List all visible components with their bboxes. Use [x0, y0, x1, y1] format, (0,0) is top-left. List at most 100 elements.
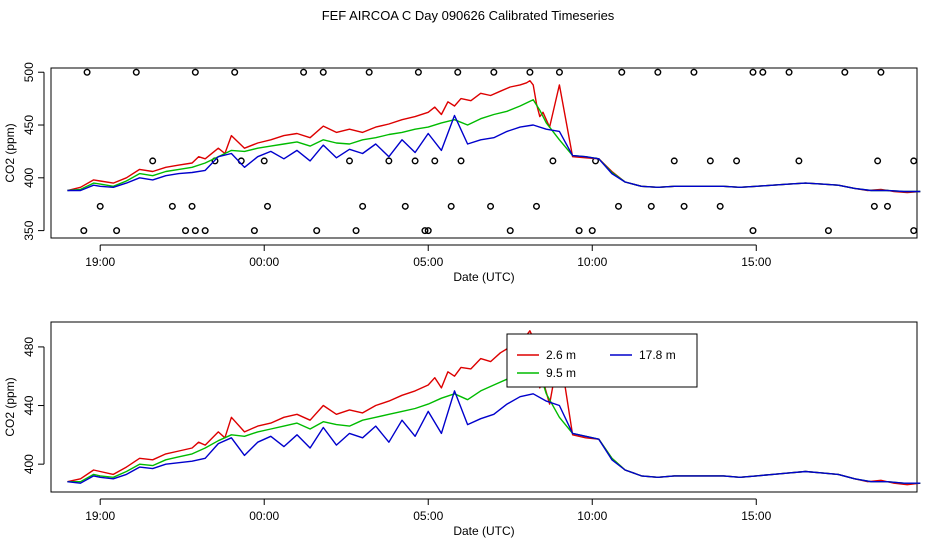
top-panel-flag-point — [841, 68, 849, 76]
top-panel-flag-point — [264, 202, 272, 210]
top-panel-flag-point — [680, 202, 688, 210]
top-panel-flag-point — [191, 227, 199, 235]
top-panel-y-tick-label: 450 — [22, 115, 36, 135]
bottom-panel-series-2-6m-line — [67, 330, 921, 486]
bottom-panel-y-axis-label: CO2 (ppm) — [3, 377, 17, 436]
top-panel-flag-point — [716, 202, 724, 210]
bottom-panel-x-tick-label: 19:00 — [85, 509, 115, 523]
top-panel-flag-point — [260, 157, 268, 165]
top-panel-flag-point — [352, 227, 360, 235]
top-panel-flag-point — [487, 202, 495, 210]
top-panel-y-tick-label: 400 — [22, 167, 36, 187]
top-panel-flag-point — [506, 227, 514, 235]
top-panel-flag-point — [168, 202, 176, 210]
top-panel-flag-point — [749, 227, 757, 235]
top-panel-flag-point — [411, 157, 419, 165]
top-panel-flag-point — [447, 202, 455, 210]
top-panel-flag-point — [421, 227, 429, 235]
top-panel-flag-point — [83, 68, 91, 76]
top-panel-flag-point — [454, 68, 462, 76]
top-panel-flag-point — [431, 157, 439, 165]
top-panel-flag-point — [532, 202, 540, 210]
top-panel-series-17-8m-line — [67, 114, 921, 193]
bottom-panel-x-tick-label: 05:00 — [413, 509, 443, 523]
top-panel-flag-point — [588, 227, 596, 235]
bottom-panel-y-tick-label: 440 — [22, 395, 36, 415]
top-panel-x-tick-label: 00:00 — [249, 255, 279, 269]
top-panel-flag-point — [733, 157, 741, 165]
top-panel-flag-point — [457, 157, 465, 165]
legend-label-17-8m: 17.8 m — [639, 348, 676, 362]
top-panel-flag-point — [654, 68, 662, 76]
top-panel-flag-point — [80, 227, 88, 235]
top-panel-flag-point — [201, 227, 209, 235]
top-panel-flag-point — [231, 68, 239, 76]
top-panel-y-tick-label: 500 — [22, 62, 36, 82]
top-panel-flag-point — [670, 157, 678, 165]
top-panel-flag-point — [618, 68, 626, 76]
top-panel-x-tick-label: 19:00 — [85, 255, 115, 269]
top-panel-flag-point — [359, 202, 367, 210]
top-panel-flag-point — [149, 157, 157, 165]
legend-label-9-5m: 9.5 m — [546, 366, 576, 380]
bottom-panel-x-tick-label: 00:00 — [249, 509, 279, 523]
top-panel-flag-point — [575, 227, 583, 235]
top-panel-flag-point — [490, 68, 498, 76]
top-panel-flag-point — [346, 157, 354, 165]
top-panel-flag-point — [414, 68, 422, 76]
top-panel-flag-point — [526, 68, 534, 76]
top-panel-flag-point — [365, 68, 373, 76]
top-panel-flag-point — [870, 202, 878, 210]
top-panel-flag-point — [910, 157, 918, 165]
top-panel-flag-point — [96, 202, 104, 210]
top-panel-flag-point — [795, 157, 803, 165]
top-panel-flag-point — [824, 227, 832, 235]
bottom-panel-x-tick-label: 10:00 — [577, 509, 607, 523]
bottom-panel-series-17-8m-line — [67, 390, 921, 484]
top-panel-flag-point — [883, 202, 891, 210]
top-panel-flag-point — [910, 227, 918, 235]
top-panel-x-axis-label: Date (UTC) — [453, 270, 514, 284]
legend-label-2-6m: 2.6 m — [546, 348, 576, 362]
top-panel-flag-point — [385, 157, 393, 165]
bottom-panel-y-tick-label: 400 — [22, 454, 36, 474]
legend-box — [506, 333, 698, 388]
top-panel-flag-point — [250, 227, 258, 235]
top-panel-y-tick-label: 350 — [22, 220, 36, 240]
top-panel-flag-point — [313, 227, 321, 235]
bottom-panel-x-tick-label: 15:00 — [741, 509, 771, 523]
top-panel-series-9-5m-line — [67, 98, 921, 193]
bottom-panel-x-axis-label: Date (UTC) — [453, 524, 514, 538]
top-panel-x-tick-label: 15:00 — [741, 255, 771, 269]
top-panel-flag-point — [319, 68, 327, 76]
top-panel-flag-point — [749, 68, 757, 76]
top-panel-flag-point — [300, 68, 308, 76]
top-panel-flag-point — [759, 68, 767, 76]
top-panel-flag-point — [690, 68, 698, 76]
bottom-panel-frame — [50, 321, 918, 493]
top-panel-flag-point — [401, 202, 409, 210]
top-panel-flag-point — [188, 202, 196, 210]
top-panel-flag-point — [549, 157, 557, 165]
figure-title: FEF AIRCOA C Day 090626 Calibrated Times… — [321, 8, 615, 23]
top-panel-flag-point — [706, 157, 714, 165]
top-panel-flag-point — [555, 68, 563, 76]
top-panel-flag-point — [874, 157, 882, 165]
top-panel-flag-point — [132, 68, 140, 76]
top-panel-flag-point — [181, 227, 189, 235]
top-panel-flag-point — [785, 68, 793, 76]
top-panel-flag-point — [424, 227, 432, 235]
bottom-panel-series-9-5m-line — [67, 357, 921, 484]
top-panel-y-axis-label: CO2 (ppm) — [3, 123, 17, 182]
top-panel-flag-point — [877, 68, 885, 76]
top-panel-x-tick-label: 05:00 — [413, 255, 443, 269]
top-panel-frame — [50, 67, 918, 239]
bottom-panel-y-tick-label: 480 — [22, 337, 36, 357]
top-panel-flag-point — [647, 202, 655, 210]
top-panel-flag-point — [113, 227, 121, 235]
top-panel-flag-point — [614, 202, 622, 210]
top-panel-x-tick-label: 10:00 — [577, 255, 607, 269]
top-panel-series-2-6m-line — [67, 79, 921, 194]
top-panel-flag-point — [191, 68, 199, 76]
